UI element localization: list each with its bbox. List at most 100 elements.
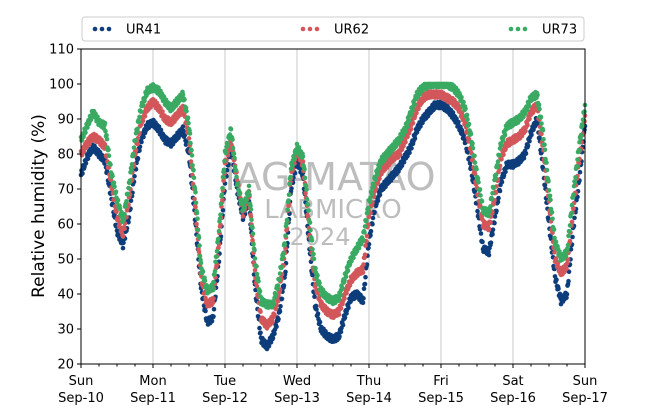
data-point [488, 204, 493, 209]
data-point [310, 247, 315, 252]
data-point [361, 296, 366, 301]
data-point [346, 305, 351, 311]
data-point [133, 138, 138, 143]
data-point [186, 136, 192, 141]
data-point [222, 158, 227, 164]
data-point [366, 214, 372, 220]
data-point [547, 193, 553, 199]
data-point [490, 232, 495, 237]
data-point [160, 109, 165, 114]
data-point [315, 272, 320, 278]
data-point [284, 221, 289, 226]
data-point [115, 198, 121, 203]
data-point [194, 221, 199, 227]
x-tick-label-day: Sat [502, 374, 523, 389]
data-point [192, 196, 197, 202]
data-point [356, 245, 362, 251]
data-point [313, 303, 319, 309]
data-point [567, 223, 573, 228]
data-point [523, 128, 528, 134]
data-point [493, 190, 499, 195]
data-point [317, 319, 323, 325]
data-point [117, 206, 123, 211]
data-point [272, 312, 277, 318]
data-point [211, 279, 216, 285]
data-point [541, 137, 546, 142]
data-point [193, 204, 198, 210]
data-point [525, 143, 531, 148]
data-point [120, 234, 126, 239]
data-point [189, 153, 195, 158]
data-point [571, 183, 577, 189]
data-point [242, 205, 247, 211]
data-point [569, 202, 575, 208]
data-point [228, 126, 234, 132]
data-point [220, 185, 225, 191]
data-point [311, 256, 317, 262]
x-tick-label-day: Sun [69, 374, 94, 389]
data-point [272, 331, 277, 337]
data-point [317, 280, 322, 286]
data-point [495, 199, 501, 205]
data-point [369, 191, 375, 197]
data-point [235, 181, 241, 186]
data-point [120, 245, 126, 251]
data-point [542, 182, 548, 188]
data-point [197, 243, 202, 248]
data-point [140, 118, 146, 124]
data-point [527, 138, 532, 144]
data-point [278, 304, 283, 309]
data-point [252, 247, 257, 253]
legend-marker [99, 26, 105, 32]
data-point [363, 274, 368, 280]
data-point [210, 300, 216, 306]
data-point [252, 267, 258, 273]
data-point [574, 164, 580, 169]
data-point [368, 233, 373, 238]
x-tick-label-date: Sep-10 [58, 391, 104, 406]
data-point [366, 222, 371, 227]
data-point [275, 298, 281, 304]
data-point [477, 187, 483, 192]
data-point [539, 121, 544, 126]
x-tick-label-day: Fri [433, 374, 449, 389]
legend-marker [307, 26, 313, 32]
data-point [526, 103, 532, 109]
y-tick-label: 20 [57, 358, 74, 373]
data-point [418, 124, 423, 129]
data-point [185, 115, 191, 120]
data-point [497, 153, 502, 158]
data-point [578, 132, 584, 138]
y-tick-label: 90 [57, 113, 74, 128]
data-point [495, 164, 500, 170]
data-point [274, 324, 279, 330]
data-point [220, 174, 226, 180]
data-point [289, 186, 294, 191]
data-point [121, 240, 126, 245]
data-point [135, 126, 140, 132]
data-point [401, 160, 407, 165]
data-point [128, 198, 134, 203]
legend-label: UR41 [126, 23, 161, 38]
data-point [577, 169, 583, 175]
data-point [110, 173, 115, 179]
data-point [304, 187, 309, 192]
data-point [158, 127, 164, 133]
data-point [213, 259, 218, 265]
data-point [572, 215, 577, 221]
data-point [572, 179, 578, 185]
data-point [188, 140, 193, 146]
data-point [106, 147, 111, 152]
data-point [309, 238, 315, 243]
data-point [489, 196, 495, 202]
y-tick-label: 110 [49, 43, 74, 58]
x-tick-label-day: Wed [283, 374, 311, 389]
data-point [557, 249, 562, 254]
data-point [126, 185, 131, 191]
data-point [497, 188, 503, 194]
data-point [550, 216, 555, 222]
series-UR73 [78, 81, 588, 310]
y-tick-label: 40 [57, 288, 74, 303]
data-point [182, 97, 187, 102]
